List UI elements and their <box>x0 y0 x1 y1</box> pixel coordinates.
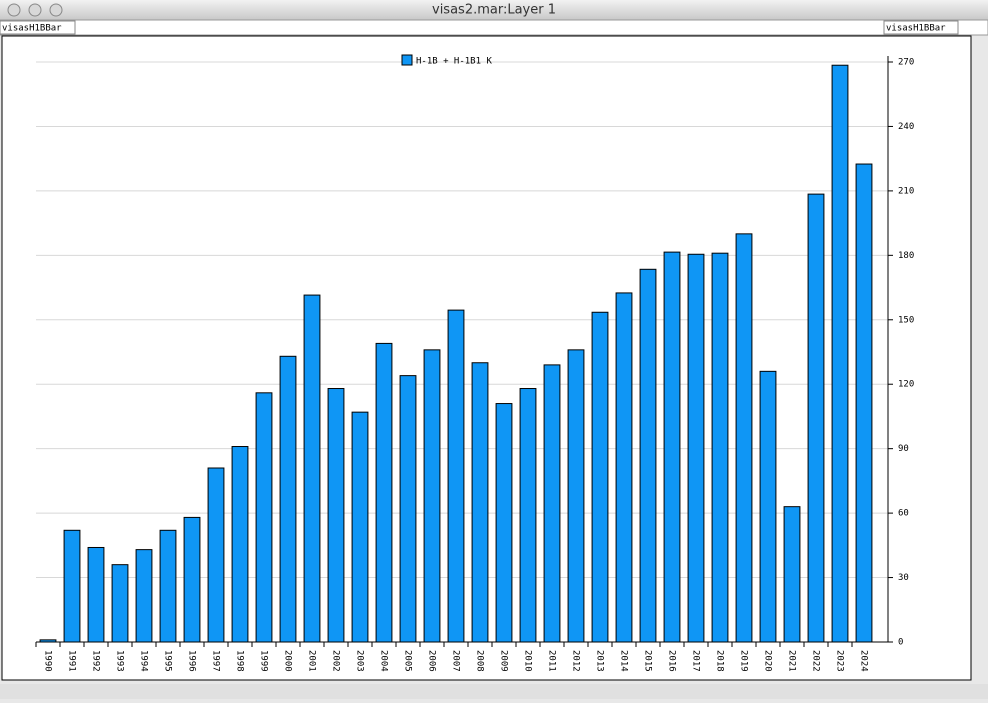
x-tick-label: 2005 <box>403 650 413 672</box>
minimize-button[interactable] <box>28 3 42 17</box>
bar <box>63 529 81 643</box>
close-button[interactable] <box>7 3 21 17</box>
x-tick-label: 2021 <box>787 650 797 672</box>
bar <box>735 233 753 643</box>
x-tick-label: 2002 <box>331 650 341 672</box>
bar <box>447 309 465 643</box>
y-tick-label: 240 <box>898 122 914 132</box>
bar <box>183 516 201 643</box>
x-tick-label: 1994 <box>139 650 149 672</box>
bar <box>255 392 273 643</box>
x-tick-label: 1990 <box>43 650 53 672</box>
x-tick-label: 1995 <box>163 650 173 672</box>
x-tick-label: 2019 <box>739 650 749 672</box>
x-tick-label: 2015 <box>643 650 653 672</box>
bar <box>399 375 417 643</box>
x-tick-label: 2001 <box>307 650 317 672</box>
x-tick-label: 2022 <box>811 650 821 672</box>
bar <box>831 64 849 643</box>
bar <box>231 446 249 643</box>
x-tick-label: 2013 <box>595 650 605 672</box>
bar <box>855 163 873 643</box>
bar <box>519 388 537 643</box>
window-title: visas2.mar:Layer 1 <box>432 3 556 18</box>
bar <box>39 639 57 643</box>
bar <box>471 362 489 643</box>
bar <box>591 311 609 643</box>
bar <box>615 292 633 643</box>
bar <box>327 388 345 643</box>
bar <box>759 370 777 643</box>
x-tick-label: 2000 <box>283 650 293 672</box>
bar <box>87 546 105 643</box>
legend-swatch <box>401 54 413 66</box>
bar <box>807 193 825 643</box>
bar <box>495 403 513 643</box>
bar <box>783 506 801 643</box>
bar <box>543 364 561 643</box>
zoom-button[interactable] <box>49 3 63 17</box>
x-tick-label: 1996 <box>187 650 197 672</box>
bar <box>423 349 441 643</box>
right-label: visasH1BBar <box>886 24 946 34</box>
y-tick-label: 270 <box>898 58 914 68</box>
legend-label: H-1B + H-1B1 K <box>416 57 492 67</box>
left-label: visasH1BBar <box>2 24 62 34</box>
bar <box>711 252 729 643</box>
x-tick-label: 2003 <box>355 650 365 672</box>
x-tick-label: 1991 <box>67 650 77 672</box>
y-tick-label: 210 <box>898 186 914 196</box>
x-tick-label: 1992 <box>91 650 101 672</box>
x-tick-label: 2010 <box>523 650 533 672</box>
y-tick-label: 30 <box>898 573 909 583</box>
x-tick-label: 2007 <box>451 650 461 672</box>
bar <box>567 349 585 643</box>
x-tick-label: 2018 <box>715 650 725 672</box>
x-tick-label: 1993 <box>115 650 125 672</box>
bar <box>111 564 129 643</box>
bar <box>135 549 153 643</box>
x-tick-label: 2008 <box>475 650 485 672</box>
x-tick-label: 2020 <box>763 650 773 672</box>
y-tick-label: 120 <box>898 380 914 390</box>
bar <box>663 251 681 643</box>
toolbar <box>0 19 988 36</box>
x-tick-label: 1999 <box>259 650 269 672</box>
y-tick-label: 150 <box>898 315 914 325</box>
x-tick-label: 2012 <box>571 650 581 672</box>
x-tick-label: 2023 <box>835 650 845 672</box>
y-tick-label: 60 <box>898 509 909 519</box>
x-tick-label: 2011 <box>547 650 557 672</box>
right-label-box[interactable] <box>883 20 959 35</box>
x-tick-label: 2024 <box>859 650 869 672</box>
bar <box>303 294 321 643</box>
bar <box>279 355 297 643</box>
x-tick-label: 1997 <box>211 650 221 672</box>
left-label-box[interactable] <box>0 20 76 35</box>
y-tick-label: 0 <box>898 638 903 648</box>
title-bar <box>0 0 988 20</box>
bar <box>351 411 369 643</box>
bar <box>687 253 705 643</box>
x-tick-label: 2017 <box>691 650 701 672</box>
status-bar <box>0 684 988 699</box>
bar <box>159 529 177 643</box>
x-tick-label: 2016 <box>667 650 677 672</box>
x-tick-label: 2006 <box>427 650 437 672</box>
y-tick-label: 90 <box>898 444 909 454</box>
bar <box>207 467 225 643</box>
x-tick-label: 2009 <box>499 650 509 672</box>
y-tick-label: 180 <box>898 251 914 261</box>
x-tick-label: 2014 <box>619 650 629 672</box>
x-tick-label: 2004 <box>379 650 389 672</box>
x-tick-label: 1998 <box>235 650 245 672</box>
bar <box>375 342 393 643</box>
bar <box>639 268 657 643</box>
